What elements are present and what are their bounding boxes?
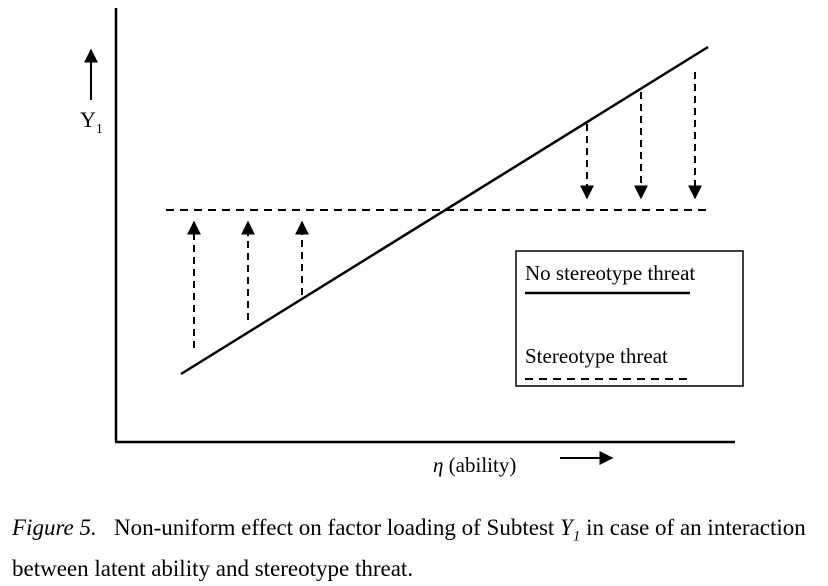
y-axis-label: Y1 <box>80 107 103 137</box>
legend: No stereotype threat Stereotype threat <box>515 250 744 387</box>
legend-label-no-threat: No stereotype threat <box>525 261 695 285</box>
figure-caption: Figure 5. Non-uniform effect on factor l… <box>12 512 822 585</box>
caption-text-before: Non-uniform effect on factor loading of … <box>114 515 555 540</box>
legend-label-threat: Stereotype threat <box>525 344 668 368</box>
caption-variable: Y1 <box>560 515 581 545</box>
caption-figure-label: Figure 5. <box>12 515 97 540</box>
x-axis-label: η (ability) <box>433 453 516 477</box>
caption-text-after: in case of an interaction between latent… <box>12 515 806 581</box>
legend-box <box>515 250 744 387</box>
no-stereotype-threat-line <box>180 45 709 376</box>
diagram-figure: Y1 No stereotype threat Stereotype threa… <box>80 8 744 477</box>
